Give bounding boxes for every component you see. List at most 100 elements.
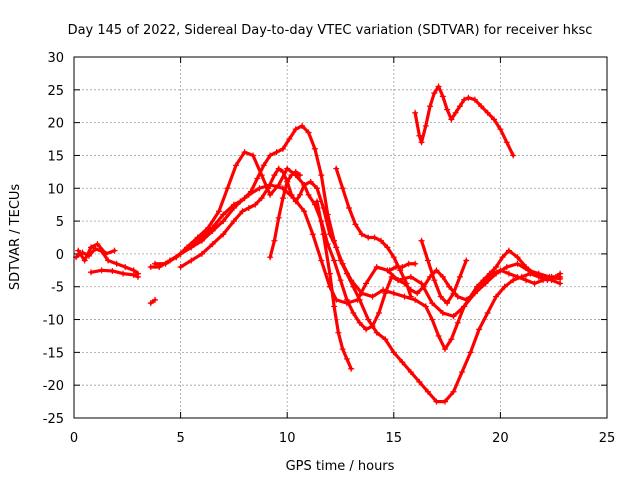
data-point (109, 267, 116, 274)
data-point (247, 188, 254, 195)
data-point (122, 264, 129, 271)
data-point (480, 280, 487, 287)
data-point (407, 293, 414, 300)
data-point (418, 237, 425, 244)
data-point (493, 264, 500, 271)
data-point (337, 257, 344, 264)
data-point (320, 231, 327, 238)
data-point (388, 273, 395, 280)
data-point (311, 145, 318, 152)
data-point (450, 313, 457, 320)
x-tick-label: 0 (70, 431, 78, 446)
x-axis-label: GPS time / hours (286, 459, 395, 474)
data-point (314, 185, 321, 192)
data-point (369, 293, 376, 300)
data-point (350, 309, 357, 316)
data-point (395, 277, 402, 284)
data-point (358, 290, 365, 297)
data-point (431, 277, 438, 284)
data-point (384, 244, 391, 251)
data-point (337, 277, 344, 284)
data-point (437, 293, 444, 300)
data-point (258, 195, 265, 202)
data-point (265, 185, 272, 192)
data-point (403, 280, 410, 287)
data-point (88, 269, 95, 276)
data-point (429, 300, 436, 307)
data-point (188, 244, 195, 251)
data-point (177, 264, 184, 271)
y-tick-label: 0 (56, 248, 64, 263)
data-point (497, 267, 504, 274)
data-point (467, 349, 474, 356)
data-point (505, 247, 512, 254)
data-point (307, 178, 314, 185)
data-point (245, 204, 252, 211)
data-point (331, 237, 338, 244)
data-point (147, 300, 154, 307)
data-point (301, 208, 308, 215)
data-point (510, 152, 517, 159)
series-s9 (267, 168, 303, 261)
data-point (478, 103, 485, 110)
data-point (390, 290, 397, 297)
data-point (424, 388, 431, 395)
data-point (459, 369, 466, 376)
data-point (152, 296, 159, 303)
data-point (501, 283, 508, 290)
data-point (399, 264, 406, 271)
data-point (433, 267, 440, 274)
data-point (412, 260, 419, 267)
y-tick-label: -25 (43, 412, 64, 427)
data-point (339, 346, 346, 353)
data-point (292, 198, 299, 205)
data-point (333, 165, 340, 172)
data-point (326, 270, 333, 277)
data-point (452, 109, 459, 116)
chart-title: Day 145 of 2022, Sidereal Day-to-day VTE… (68, 23, 593, 38)
data-point (271, 172, 278, 179)
data-point (356, 296, 363, 303)
data-point (275, 214, 282, 221)
data-point (444, 106, 451, 113)
data-point (279, 168, 286, 175)
y-tick-label: 5 (56, 215, 64, 230)
data-point (111, 247, 118, 254)
data-point (373, 329, 380, 336)
data-point (471, 96, 478, 103)
y-tick-label: 10 (47, 182, 64, 197)
data-point (292, 168, 299, 175)
data-point (503, 264, 510, 271)
data-point (373, 264, 380, 271)
series-line (419, 239, 468, 305)
data-point (427, 103, 434, 110)
data-point (343, 270, 350, 277)
data-point (209, 227, 216, 234)
data-point (416, 132, 423, 139)
data-point (399, 359, 406, 366)
data-point (514, 254, 521, 261)
data-point (418, 139, 425, 146)
data-point (484, 109, 491, 116)
data-point (194, 234, 201, 241)
data-point (252, 201, 259, 208)
data-point (134, 273, 141, 280)
data-point (439, 93, 446, 100)
data-point (548, 273, 555, 280)
series-s4 (147, 296, 159, 307)
data-point (188, 257, 195, 264)
data-point (254, 175, 261, 182)
data-point (220, 218, 227, 225)
data-point (220, 211, 227, 218)
series-s7 (166, 122, 564, 405)
data-point (371, 234, 378, 241)
data-point (456, 273, 463, 280)
data-point (343, 355, 350, 362)
data-point (390, 349, 397, 356)
data-point (275, 181, 282, 188)
data-point (81, 257, 88, 264)
y-tick-label: -10 (43, 314, 64, 329)
data-point (456, 103, 463, 110)
data-point (420, 283, 427, 290)
